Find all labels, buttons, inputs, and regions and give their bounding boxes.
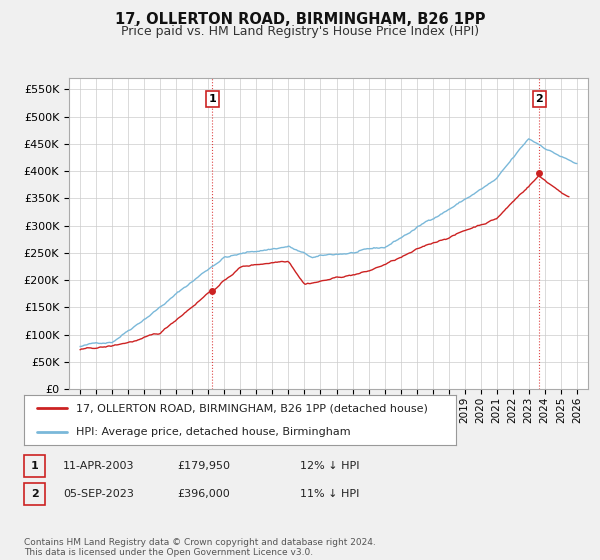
Text: 17, OLLERTON ROAD, BIRMINGHAM, B26 1PP (detached house): 17, OLLERTON ROAD, BIRMINGHAM, B26 1PP (… [76,403,428,413]
Text: 05-SEP-2023: 05-SEP-2023 [63,489,134,499]
Text: 1: 1 [31,461,38,471]
Text: 12% ↓ HPI: 12% ↓ HPI [300,461,359,471]
Text: 2: 2 [536,94,544,104]
Text: 2: 2 [31,489,38,499]
Text: 1: 1 [208,94,216,104]
Text: £179,950: £179,950 [177,461,230,471]
Text: HPI: Average price, detached house, Birmingham: HPI: Average price, detached house, Birm… [76,427,350,437]
Text: £396,000: £396,000 [177,489,230,499]
Text: Contains HM Land Registry data © Crown copyright and database right 2024.
This d: Contains HM Land Registry data © Crown c… [24,538,376,557]
Text: Price paid vs. HM Land Registry's House Price Index (HPI): Price paid vs. HM Land Registry's House … [121,25,479,38]
Text: 11-APR-2003: 11-APR-2003 [63,461,134,471]
Text: 11% ↓ HPI: 11% ↓ HPI [300,489,359,499]
Text: 17, OLLERTON ROAD, BIRMINGHAM, B26 1PP: 17, OLLERTON ROAD, BIRMINGHAM, B26 1PP [115,12,485,27]
